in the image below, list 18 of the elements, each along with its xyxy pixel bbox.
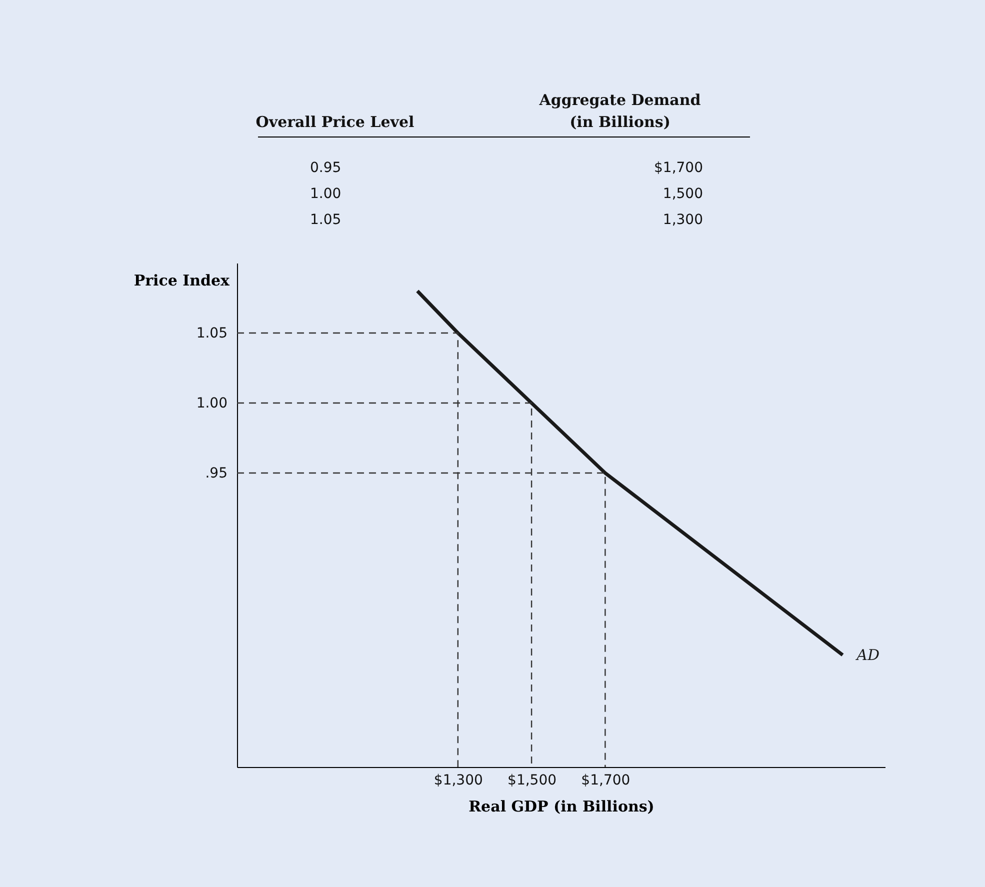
x-axis-title: Real GDP (in Billions) [468,798,654,816]
y-axis-title: Price Index [134,272,231,290]
y-tick-label: 1.00 [196,396,228,412]
text: 1.00 [310,186,342,202]
text: 1,500 [662,186,703,202]
text: 1.05 [310,212,342,228]
x-tick-label: $1,500 [508,772,557,788]
x-tick-label: $1,300 [434,772,483,788]
y-tick-label: 1.05 [196,326,228,342]
x-tick-label: $1,700 [581,772,630,788]
line-series [416,289,844,657]
text: 1,300 [662,212,703,228]
text: $1,700 [654,160,703,176]
y-tick-label: .95 [205,466,228,482]
text: Aggregate Demand (in Billions) [538,91,702,131]
series-label: AD [854,646,880,664]
text: 0.95 [310,160,342,176]
text: Overall Price Level [256,113,414,131]
